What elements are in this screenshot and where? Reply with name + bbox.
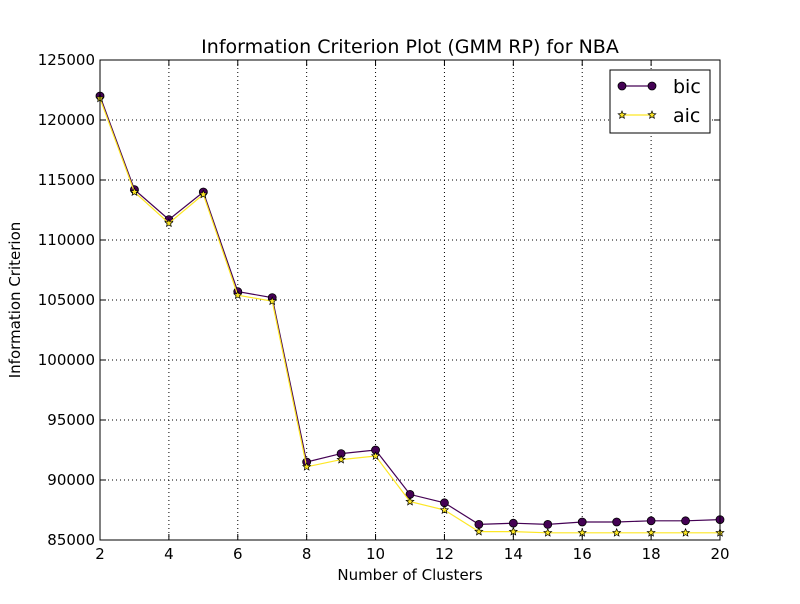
data-point-aic xyxy=(611,527,622,537)
data-point-aic xyxy=(543,527,553,537)
y-tick-label: 125000 xyxy=(38,51,95,69)
data-point-aic xyxy=(129,187,140,196)
x-tick-label: 20 xyxy=(710,545,729,563)
legend-marker-aic xyxy=(647,110,657,119)
x-tick-label: 4 xyxy=(164,545,174,563)
legend-label-bic: bic xyxy=(673,76,701,98)
data-point-aic xyxy=(405,496,415,506)
tick-layer: 2 4 6 8 10 12 14 16 18 20 85000 90000 95000 100000 105… xyxy=(38,51,730,563)
data-point-bic xyxy=(646,516,656,526)
data-point-bic xyxy=(508,518,518,528)
x-tick-label: 10 xyxy=(366,545,385,563)
data-point-aic xyxy=(164,218,174,228)
series-aic xyxy=(95,93,725,537)
data-point-bic xyxy=(681,516,690,526)
data-point-bic xyxy=(577,517,587,527)
legend-label-aic: aic xyxy=(673,105,700,127)
x-axis-label: Number of Clusters xyxy=(337,566,482,584)
y-tick-label: 85000 xyxy=(47,531,95,549)
data-point-aic xyxy=(233,290,243,300)
legend: bic aic xyxy=(609,69,711,134)
y-tick-label: 105000 xyxy=(38,291,95,309)
series-layer xyxy=(95,91,725,537)
data-point-bic xyxy=(543,520,553,529)
legend-marker-aic xyxy=(617,110,627,119)
legend-marker-bic xyxy=(617,81,627,91)
y-tick-label: 120000 xyxy=(38,111,95,129)
data-point-aic xyxy=(301,461,312,471)
y-axis-label: Information Criterion xyxy=(6,222,24,379)
x-tick-label: 6 xyxy=(233,545,243,563)
x-tick-label: 18 xyxy=(642,545,661,563)
data-point-aic xyxy=(439,505,450,514)
y-tick-label: 110000 xyxy=(38,231,95,249)
y-tick-label: 90000 xyxy=(47,471,95,489)
data-point-aic xyxy=(680,527,691,537)
data-point-bic xyxy=(612,517,622,527)
data-point-aic xyxy=(336,454,346,464)
legend-marker-bic xyxy=(647,81,657,91)
data-point-aic xyxy=(198,189,209,199)
y-tick-label: 95000 xyxy=(47,411,95,429)
data-point-aic xyxy=(508,526,519,536)
data-point-aic xyxy=(474,526,484,536)
data-point-aic xyxy=(370,451,381,460)
legend-box xyxy=(609,69,711,134)
data-point-aic xyxy=(267,296,277,306)
x-tick-label: 14 xyxy=(504,545,523,563)
x-tick-label: 12 xyxy=(435,545,454,563)
legend-entry-aic: aic xyxy=(617,105,700,127)
x-tick-label: 16 xyxy=(573,545,592,563)
y-tick-label: 115000 xyxy=(38,171,95,189)
legend-entry-bic: bic xyxy=(617,76,701,98)
legend-entries: bic aic xyxy=(617,76,701,127)
x-tick-label: 8 xyxy=(302,545,312,563)
chart-title: Information Criterion Plot (GMM RP) for … xyxy=(201,36,619,58)
y-tick-label: 100000 xyxy=(38,351,95,369)
x-tick-label: 2 xyxy=(95,545,105,563)
